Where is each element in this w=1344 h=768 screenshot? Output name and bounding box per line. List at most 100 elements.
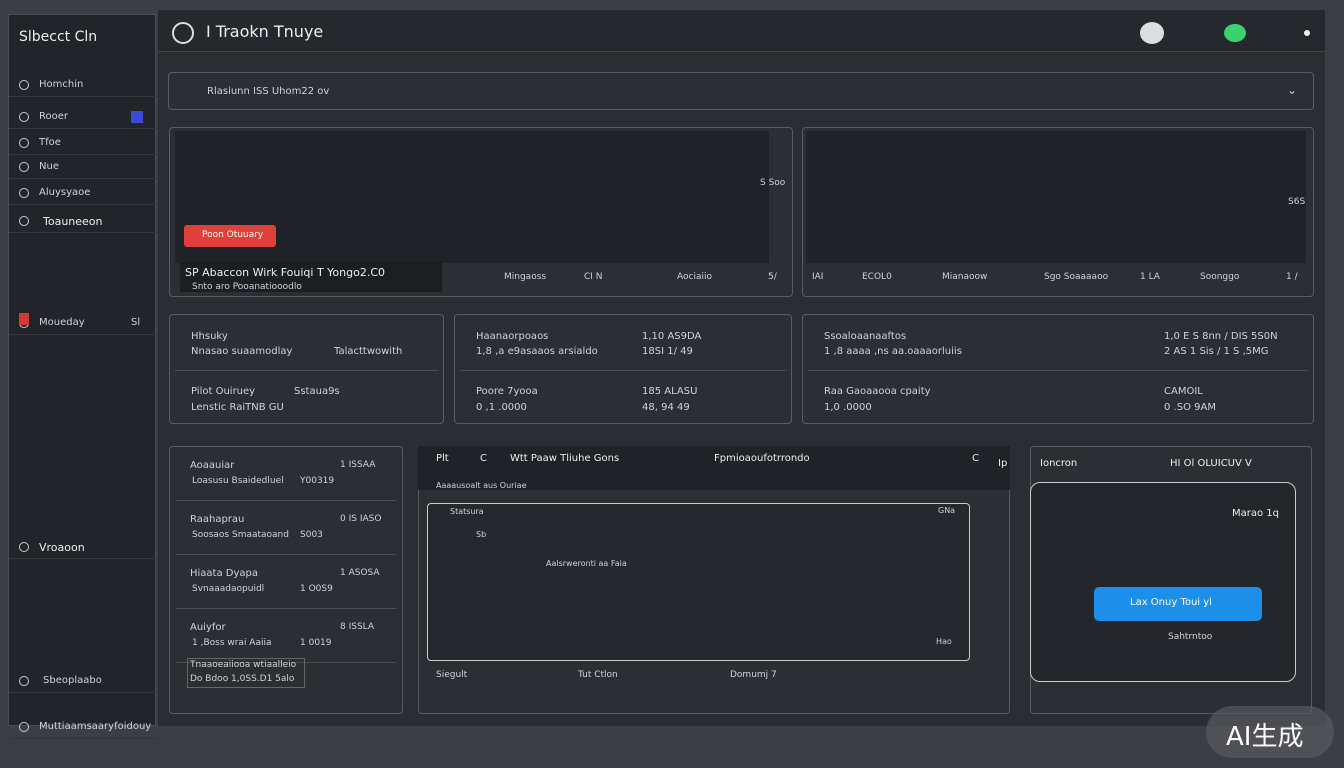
bar [701,168,709,242]
button[interactable]: Poon Otuuary [184,225,276,247]
bar [1083,172,1089,218]
header-title: I Traokn Tnuye [206,22,324,41]
sidebar-row [9,129,157,155]
bar [362,189,369,221]
bar [214,182,222,228]
bar [305,181,313,229]
bar [624,603,630,620]
bar [418,190,426,220]
bar [746,187,754,223]
bar [479,572,486,620]
bar [597,596,603,620]
bar [328,190,335,220]
bar [778,584,784,620]
sidebar-row [9,179,157,205]
bar [525,590,531,620]
bar [407,187,415,223]
bar [859,598,865,620]
bar [1210,167,1216,223]
bar [577,179,584,231]
bar [651,598,657,620]
bar [874,179,880,211]
watermark-badge: AI生成 [1206,706,1334,758]
sidebar-item: Rooer [39,111,68,122]
bar [723,598,730,620]
bar [690,181,698,229]
menu-dot[interactable] [1304,30,1310,36]
bar [868,572,874,620]
bar [956,150,962,240]
bar [645,187,652,223]
bar [913,548,920,620]
bar [1183,171,1189,219]
bar [901,171,907,219]
bar [633,584,639,620]
bar [1037,167,1044,223]
bar [1101,177,1107,213]
bar [271,189,279,221]
bar [606,591,612,620]
sidebar-icon [19,722,29,732]
bar [1092,169,1098,221]
primary-button[interactable]: Lax Onuy Toui yl [1094,587,1262,621]
sidebar-row [9,713,157,739]
bar [1001,159,1007,231]
sidebar-icon [19,216,29,226]
bar [531,184,539,226]
bar [1074,175,1080,215]
sidebar-item: Moueday [39,317,85,328]
bar [373,192,381,218]
bar [588,182,596,228]
sidebar: Slbecct Cln Homchin Rooer Tfoe Nue Aluysyaoe… [8,14,157,739]
dropdown-caret: ⌄ [1286,83,1297,97]
bar [1046,174,1053,216]
bar [1228,177,1234,213]
bar [520,181,528,229]
sidebar-icon [19,80,29,90]
bar [886,600,893,620]
sidebar-item: Tfoe [39,137,61,148]
bar [599,185,607,225]
bar [679,176,686,234]
bar [883,174,889,216]
bar [1219,172,1225,218]
status-icon[interactable] [1224,24,1246,42]
bar [554,169,562,241]
bar [226,190,234,220]
bar [441,177,449,233]
sidebar-red [19,313,29,325]
bar [904,518,911,620]
bar [814,605,820,620]
bar [832,576,838,620]
bar [946,163,953,227]
bar [1155,180,1162,210]
sidebar-row [9,533,157,559]
bar [579,593,585,620]
sidebar-item: Muttiaamsaaryfoidouy [39,721,152,732]
bar [488,584,495,620]
bar [1055,177,1062,213]
bar [260,184,267,226]
bar [463,181,471,229]
sidebar-row [9,309,157,335]
bar [837,175,844,215]
avatar[interactable] [1140,22,1164,44]
bar [1264,179,1271,211]
bar [823,593,829,620]
sidebar-icon [19,188,29,198]
bar [937,172,944,218]
bar [588,600,594,620]
bar [1010,147,1016,243]
bar [1173,177,1180,213]
bar [622,173,630,237]
sidebar-row [9,667,157,693]
sidebar-icon [19,112,29,122]
bar [660,588,667,620]
bar [787,600,793,620]
dropdown[interactable]: Rlasiunn ISS Uhom22 ov ⌄ [168,72,1314,110]
bar [1064,171,1071,219]
bar [1019,171,1026,219]
bar [877,591,883,620]
sidebar-icon [19,676,29,686]
